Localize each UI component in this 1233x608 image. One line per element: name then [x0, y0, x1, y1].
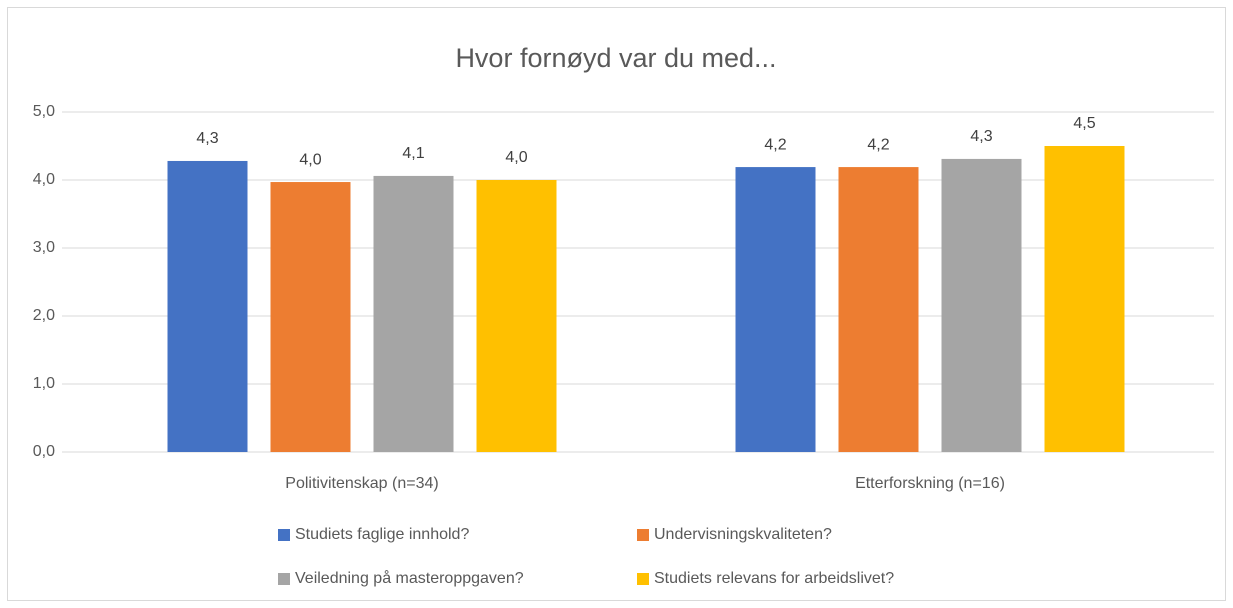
legend-swatch: [278, 573, 290, 585]
bar: [735, 167, 816, 452]
data-label: 4,1: [402, 145, 424, 162]
y-tick-label: 2,0: [33, 307, 55, 324]
legend-label: Veiledning på masteroppgaven?: [295, 569, 524, 587]
legend-swatch: [637, 529, 649, 541]
chart-title: Hvor fornøyd var du med...: [455, 43, 776, 73]
legend-label: Undervisningskvaliteten?: [654, 526, 832, 543]
data-label: 4,5: [1073, 115, 1095, 132]
bar: [167, 160, 248, 452]
y-tick-label: 3,0: [33, 239, 55, 256]
data-label: 4,0: [299, 151, 321, 168]
bar: [838, 167, 919, 452]
legend-swatch: [637, 573, 649, 585]
data-label: 4,2: [867, 136, 889, 153]
bar: [1044, 146, 1125, 452]
data-label: 4,0: [505, 149, 527, 166]
bar: [476, 180, 557, 452]
bar: [941, 158, 1022, 453]
bar: [373, 175, 454, 453]
x-tick-label: Etterforskning (n=16): [855, 475, 1005, 492]
y-tick-label: 4,0: [33, 171, 55, 188]
x-tick-label: Politivitenskap (n=34): [285, 475, 438, 492]
legend-label: Studiets relevans for arbeidslivet?: [654, 570, 894, 587]
y-tick-label: 0,0: [33, 443, 55, 460]
bar: [270, 182, 351, 453]
y-tick-label: 5,0: [33, 103, 55, 120]
data-label: 4,3: [196, 130, 218, 147]
legend-label: Studiets faglige innhold?: [295, 526, 469, 543]
y-tick-label: 1,0: [33, 375, 55, 392]
data-label: 4,3: [970, 128, 992, 145]
data-label: 4,2: [764, 136, 786, 153]
legend-swatch: [278, 529, 290, 541]
